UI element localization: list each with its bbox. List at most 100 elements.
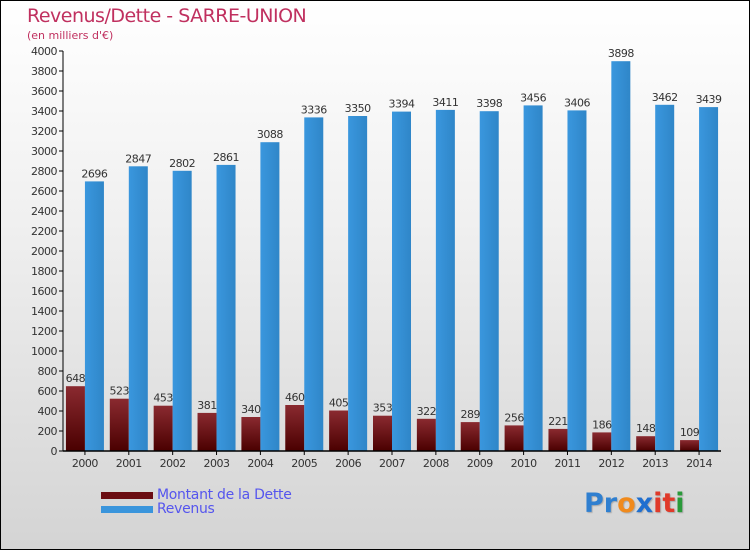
x-tick-label: 2013 bbox=[642, 457, 668, 470]
x-tick-label: 2003 bbox=[204, 457, 230, 470]
logo-letter: i bbox=[653, 488, 663, 519]
bar-dette bbox=[285, 405, 305, 451]
data-label-revenus: 2802 bbox=[169, 157, 195, 170]
y-tick-label: 800 bbox=[38, 365, 58, 378]
bar-dette bbox=[636, 436, 656, 451]
data-label-dette: 109 bbox=[680, 426, 700, 439]
y-tick-label: 2200 bbox=[31, 225, 57, 238]
x-tick-label: 2004 bbox=[247, 457, 273, 470]
data-label-revenus: 3462 bbox=[652, 91, 678, 104]
y-tick-label: 2600 bbox=[31, 185, 57, 198]
data-label-revenus: 3406 bbox=[564, 96, 590, 109]
bar-dette bbox=[373, 415, 392, 451]
y-tick-label: 2400 bbox=[31, 205, 57, 218]
data-label-dette: 322 bbox=[417, 405, 437, 418]
bar-dette bbox=[592, 432, 612, 451]
data-label-dette: 405 bbox=[329, 397, 349, 410]
bar-dette bbox=[460, 422, 480, 451]
y-tick-label: 1000 bbox=[31, 345, 57, 358]
bar-dette bbox=[416, 418, 436, 451]
x-tick-label: 2011 bbox=[554, 457, 580, 470]
proxiti-logo: Proxiti bbox=[584, 488, 685, 519]
data-label-dette: 148 bbox=[636, 422, 656, 435]
logo-letter: i bbox=[675, 488, 685, 519]
bar-revenus bbox=[435, 109, 455, 452]
y-tick-label: 600 bbox=[38, 385, 58, 398]
bar-revenus bbox=[348, 116, 368, 451]
y-tick-label: 200 bbox=[38, 425, 58, 438]
data-label-revenus: 3456 bbox=[520, 91, 546, 104]
bar-revenus bbox=[216, 164, 236, 451]
x-tick-label: 2014 bbox=[686, 457, 712, 470]
y-tick-label: 3600 bbox=[31, 85, 57, 98]
x-tick-label: 2008 bbox=[423, 457, 449, 470]
data-label-revenus: 2696 bbox=[81, 167, 107, 180]
x-tick-label: 2010 bbox=[511, 457, 537, 470]
data-label-revenus: 3336 bbox=[301, 103, 327, 116]
x-tick-label: 2012 bbox=[598, 457, 624, 470]
logo-letter: P bbox=[584, 488, 604, 519]
data-label-dette: 186 bbox=[592, 418, 612, 431]
bar-dette bbox=[329, 410, 349, 451]
legend-label-revenus: Revenus bbox=[157, 501, 215, 517]
bar-revenus bbox=[260, 142, 280, 451]
bar-dette bbox=[241, 417, 261, 451]
data-label-dette: 460 bbox=[285, 391, 305, 404]
y-tick-label: 3200 bbox=[31, 125, 57, 138]
bar-revenus bbox=[304, 117, 324, 452]
data-label-dette: 523 bbox=[110, 385, 130, 398]
bar-dette bbox=[197, 412, 217, 451]
logo-letter: t bbox=[662, 488, 676, 519]
y-tick-label: 1600 bbox=[31, 285, 57, 298]
x-tick-label: 2006 bbox=[335, 457, 361, 470]
x-tick-label: 2009 bbox=[467, 457, 493, 470]
data-label-revenus: 2861 bbox=[213, 151, 239, 164]
y-tick-label: 3400 bbox=[31, 105, 57, 118]
bar-dette bbox=[109, 398, 129, 451]
legend-label-dette: Montant de la Dette bbox=[157, 487, 292, 503]
bar-dette bbox=[680, 440, 700, 451]
bar-revenus bbox=[392, 111, 411, 451]
bar-revenus bbox=[479, 111, 499, 451]
bar-revenus bbox=[655, 104, 675, 452]
y-tick-label: 4000 bbox=[31, 45, 57, 58]
bar-dette bbox=[65, 386, 85, 451]
bar-revenus bbox=[84, 181, 104, 451]
data-label-dette: 289 bbox=[460, 408, 480, 421]
data-label-dette: 453 bbox=[153, 392, 173, 405]
chart-title: Revenus/Dette - SARRE-UNION bbox=[27, 5, 307, 27]
data-label-dette: 381 bbox=[197, 399, 217, 412]
x-tick-label: 2005 bbox=[291, 457, 317, 470]
data-label-revenus: 3439 bbox=[696, 93, 722, 106]
bar-revenus bbox=[128, 166, 148, 452]
data-label-revenus: 2847 bbox=[125, 152, 151, 165]
data-label-dette: 221 bbox=[548, 415, 568, 428]
bar-revenus bbox=[611, 61, 631, 451]
y-tick-label: 400 bbox=[38, 405, 58, 418]
x-tick-label: 2001 bbox=[116, 457, 142, 470]
data-label-dette: 256 bbox=[504, 411, 524, 424]
logo-letter: o bbox=[617, 488, 636, 519]
data-label-revenus: 3411 bbox=[432, 96, 458, 109]
y-tick-label: 3000 bbox=[31, 145, 57, 158]
y-tick-label: 2800 bbox=[31, 165, 57, 178]
bar-revenus bbox=[523, 105, 543, 452]
data-label-revenus: 3898 bbox=[608, 47, 634, 60]
x-tick-label: 2000 bbox=[72, 457, 98, 470]
bar-revenus bbox=[699, 107, 719, 451]
data-label-revenus: 3088 bbox=[257, 128, 283, 141]
legend-item-dette: Montant de la Dette bbox=[101, 487, 292, 503]
y-tick-label: 1200 bbox=[31, 325, 57, 338]
bar-dette bbox=[504, 425, 524, 451]
bar-dette bbox=[153, 405, 173, 451]
data-label-dette: 340 bbox=[241, 403, 261, 416]
bar-revenus bbox=[172, 170, 192, 452]
data-label-dette: 353 bbox=[373, 402, 393, 415]
data-label-revenus: 3394 bbox=[389, 98, 415, 111]
x-tick-label: 2007 bbox=[379, 457, 405, 470]
y-tick-label: 2000 bbox=[31, 245, 57, 258]
data-label-revenus: 3398 bbox=[476, 97, 502, 110]
legend-item-revenus: Revenus bbox=[101, 501, 215, 517]
x-tick-label: 2002 bbox=[160, 457, 186, 470]
